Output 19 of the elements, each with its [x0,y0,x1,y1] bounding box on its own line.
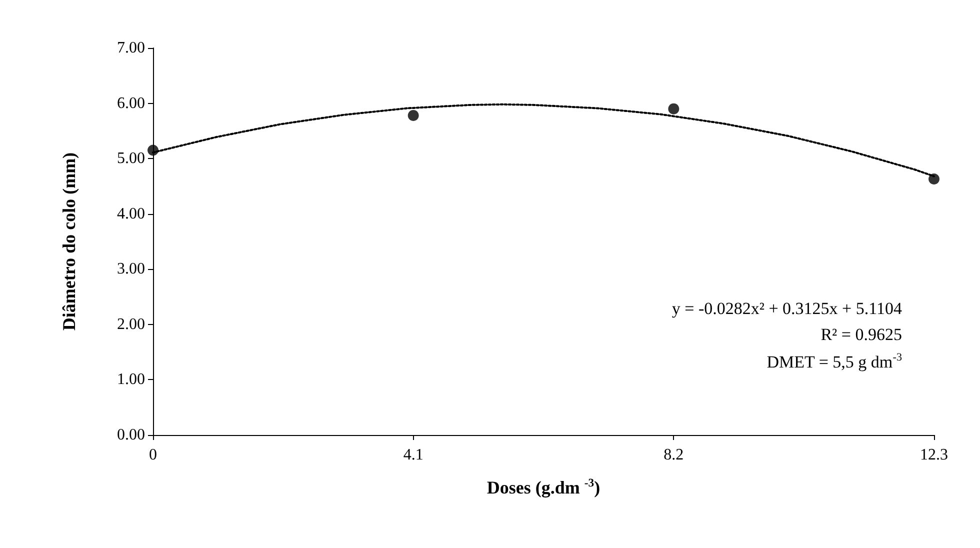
y-tick-label: 1.00 [117,371,145,388]
y-tick-label: 2.00 [117,316,145,333]
point [148,144,158,156]
point [928,174,940,185]
x-tick-label: 0 [149,446,157,464]
x-tick-label: 4.1 [403,446,424,464]
y-tick-label: 3.00 [117,260,145,278]
point [668,103,680,114]
y-axis-title: Diâmetro do colo (mm) [59,152,79,331]
annotation: y = -0.0282x² + 0.3125x + 5.1104 [672,299,902,318]
point [408,110,419,121]
annotation: R² = 0.9625 [820,325,902,344]
y-tick-label: 0.00 [117,426,145,444]
y-tick-label: 7.00 [117,40,145,56]
x-tick-label: 12.3 [920,446,948,464]
y-tick-label: 6.00 [117,94,145,112]
y-tick-label: 4.00 [117,205,145,222]
x-tick-label: 8.2 [664,446,684,464]
y-tick-label: 5.00 [117,150,145,168]
